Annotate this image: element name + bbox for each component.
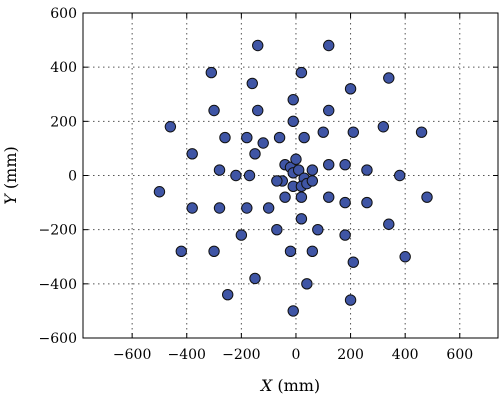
data-point [295,191,308,203]
x-axis-label: X (mm) [259,376,320,395]
data-point [271,223,283,236]
data-point [290,153,302,165]
data-point [246,77,258,90]
data-point [323,104,335,117]
data-point [323,39,335,52]
y-axis-ticks: −600 −400 −200 0 200 400 600 [39,6,498,347]
x-tick-label: −200 [222,347,260,363]
data-point [347,126,359,138]
data-point [252,104,264,117]
data-point [361,164,373,176]
x-tick-label: −400 [168,347,206,363]
data-point [249,148,261,160]
data-point [292,164,305,176]
data-point [213,164,226,176]
y-tick-label: −600 [39,331,77,347]
data-point [295,213,308,225]
data-point [415,126,428,138]
y-tick-label: 0 [68,169,77,185]
data-point [399,251,411,263]
data-point [249,272,261,285]
data-point [323,158,335,171]
data-point [241,131,253,144]
data-point [306,245,319,258]
x-tick-label: −600 [113,347,151,363]
data-point [383,218,395,230]
data-point [383,72,395,84]
x-tick-label: 0 [291,347,300,363]
data-point [339,196,351,209]
data-point [323,191,335,203]
data-point [301,278,313,290]
data-point [306,175,319,187]
x-tick-label: 200 [337,347,364,363]
data-point [273,131,286,144]
data-point [235,229,248,241]
x-tick-label: 600 [446,347,473,363]
data-point [421,191,433,203]
grid [83,13,498,338]
data-point [361,196,373,209]
scatter-points [153,39,433,317]
data-point [213,202,226,214]
data-point [287,93,299,106]
data-point [257,137,269,149]
data-point [339,158,351,171]
data-point [317,126,329,138]
data-point [284,245,297,258]
data-point [230,169,242,182]
data-point [262,202,275,214]
data-point [344,83,357,95]
data-point [164,121,177,133]
data-point [377,121,390,133]
data-point [208,104,220,117]
data-point [279,191,291,203]
data-point [394,169,406,182]
data-point [312,223,324,236]
data-point [339,229,351,241]
data-point [287,305,299,317]
y-tick-label: −400 [39,277,77,293]
data-point [241,202,253,214]
y-axis-label-var: Y [1,193,20,205]
data-point [347,256,359,268]
x-axis-label-unit: (mm) [272,376,320,395]
y-tick-label: −200 [39,223,77,239]
data-point [243,169,256,182]
data-point [222,288,234,301]
data-point [186,148,198,160]
x-axis-label-var: X [259,376,273,395]
data-point [153,186,166,198]
x-tick-label: 400 [392,347,419,363]
data-point [252,39,264,52]
data-point [306,164,319,176]
data-point [208,245,220,258]
y-tick-label: 600 [50,6,77,22]
y-tick-label: 400 [50,60,77,76]
y-tick-label: 200 [50,114,77,130]
y-axis-label: Y (mm) [1,146,20,204]
data-point [175,245,187,258]
data-point [298,131,310,144]
x-axis-ticks: −600 −400 −200 0 200 400 600 [113,13,473,363]
data-point [287,115,299,128]
data-point [344,294,357,306]
data-point [295,66,308,79]
data-point [219,131,231,144]
data-point [271,175,283,187]
data-point [186,202,198,214]
data-point [205,66,218,79]
y-axis-label-unit: (mm) [1,146,20,194]
